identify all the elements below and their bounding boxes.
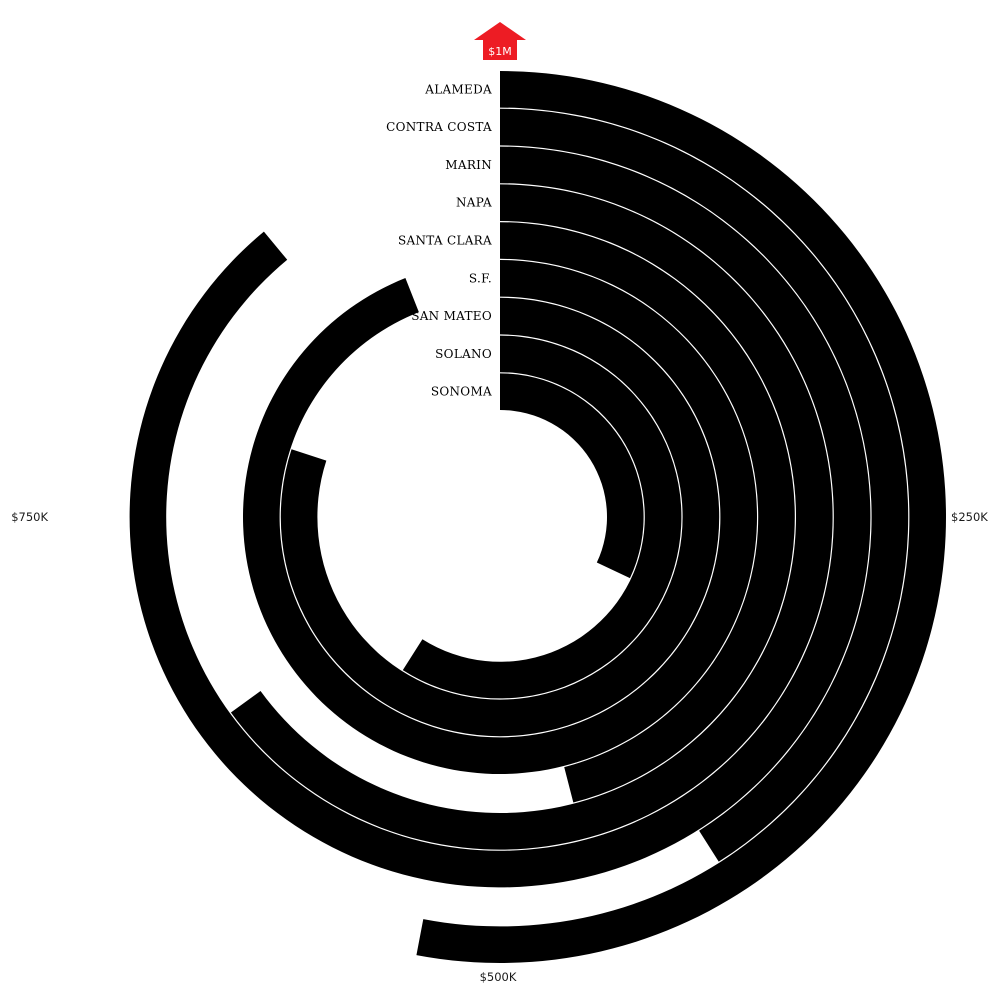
bar-sonoma <box>500 373 644 579</box>
max-value-label: $1M <box>488 45 512 58</box>
category-label-santa-clara: SANTA CLARA <box>398 234 492 248</box>
category-label-contra-costa: CONTRA COSTA <box>386 120 492 134</box>
up-arrow-icon <box>474 22 526 60</box>
bar-santa-clara <box>500 222 795 803</box>
category-label-s-f: S.F. <box>469 271 492 285</box>
axis-label-group: $250K $500K $750K <box>11 510 988 984</box>
bar-contra-costa <box>500 108 909 862</box>
axis-label-500k: $500K <box>480 970 517 984</box>
category-label-alameda: ALAMEDA <box>424 82 492 96</box>
category-label-group: ALAMEDA CONTRA COSTA MARIN NAPA SANTA CLARA S… <box>386 82 492 398</box>
max-value-marker: $1M <box>474 22 526 60</box>
category-label-san-mateo: SAN MATEO <box>411 309 492 323</box>
category-label-sonoma: SONOMA <box>431 385 492 399</box>
category-label-marin: MARIN <box>445 158 492 172</box>
bar-group <box>129 71 946 963</box>
axis-label-750k: $750K <box>11 510 48 524</box>
bar-solano <box>402 335 682 699</box>
category-label-napa: NAPA <box>456 196 492 210</box>
category-label-solano: SOLANO <box>435 347 492 361</box>
axis-label-250k: $250K <box>951 510 988 524</box>
